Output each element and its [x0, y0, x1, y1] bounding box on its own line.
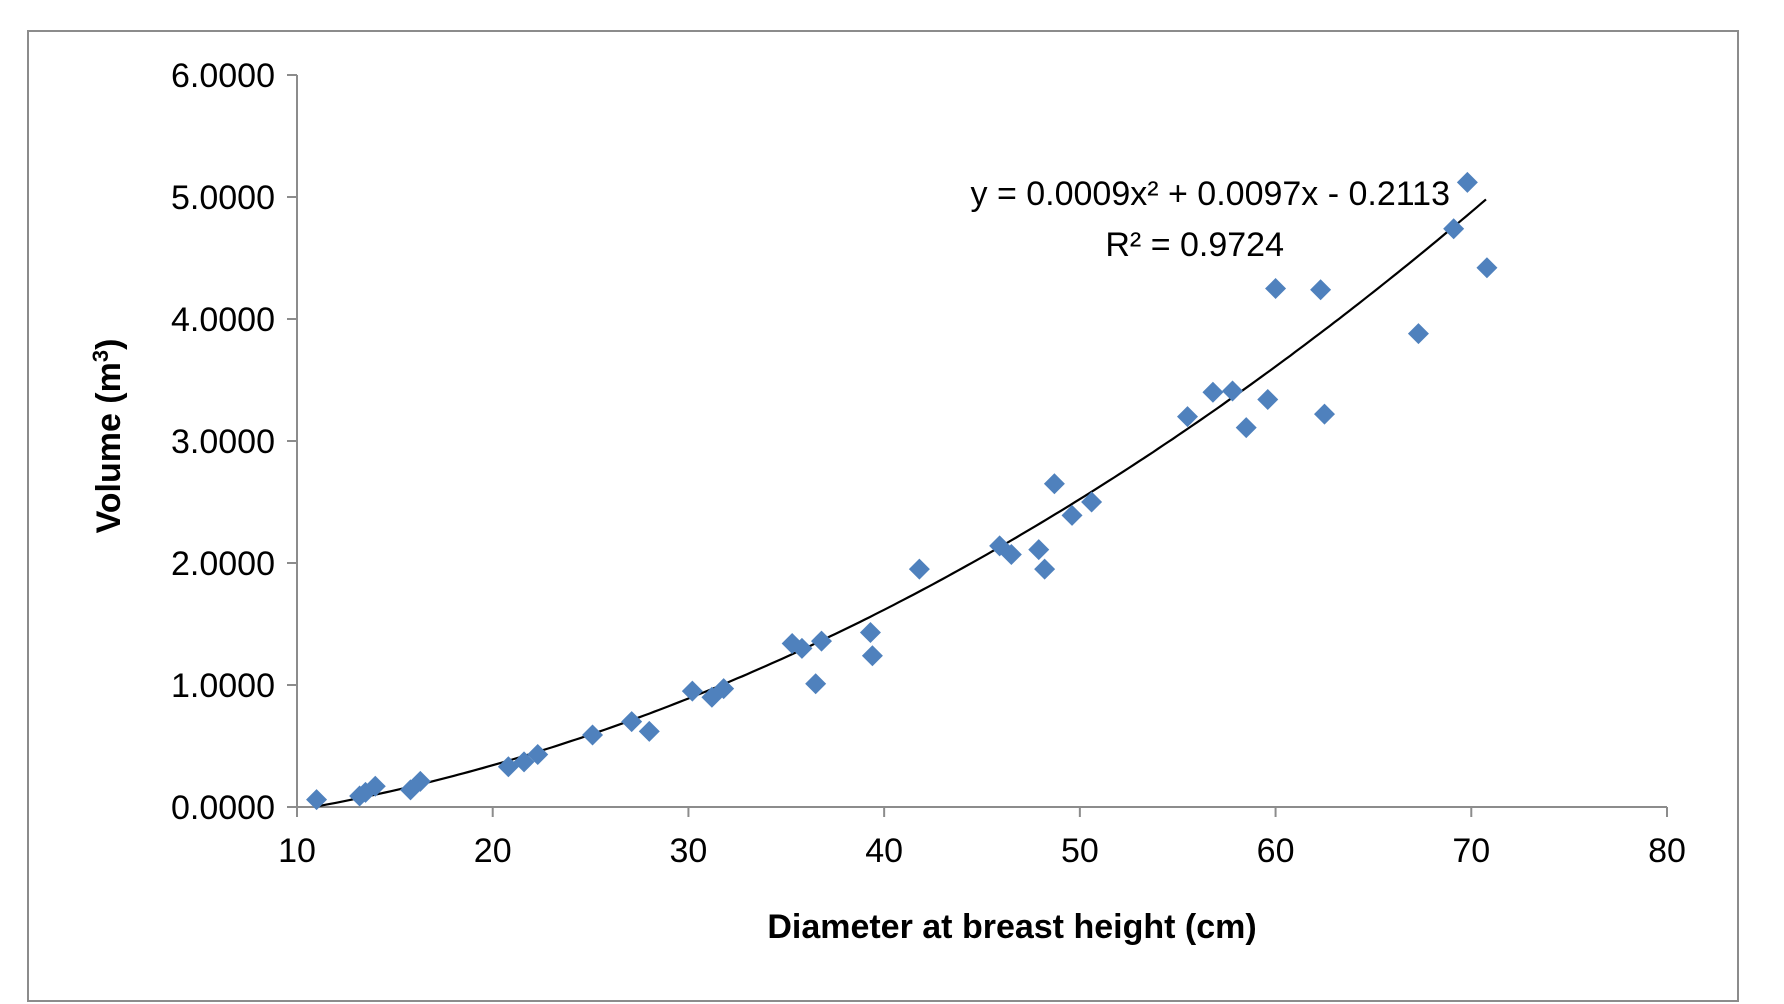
data-point — [513, 751, 535, 773]
data-point — [409, 770, 431, 792]
y-tick-label: 3.0000 — [171, 423, 275, 461]
x-tick-label: 20 — [474, 832, 512, 870]
x-tick-label: 60 — [1257, 832, 1295, 870]
data-point — [1456, 171, 1478, 193]
data-point — [497, 756, 519, 778]
x-axis-ticks: 10 20 30 40 50 60 70 80 — [278, 807, 1686, 870]
trendline — [316, 198, 1487, 808]
data-point — [1310, 279, 1332, 301]
data-point — [681, 680, 703, 702]
data-point — [638, 720, 660, 742]
data-point — [1028, 539, 1050, 561]
data-point — [1081, 491, 1103, 513]
trendline-equation: y = 0.0009x² + 0.0097x - 0.2113 — [971, 175, 1451, 213]
y-tick-label: 6.0000 — [171, 57, 275, 95]
data-point — [527, 744, 549, 766]
y-axis-title-main: Volume (m — [90, 362, 128, 533]
data-point — [811, 630, 833, 652]
y-tick-label: 4.0000 — [171, 301, 275, 339]
x-tick-label: 80 — [1648, 832, 1686, 870]
y-tick-label: 2.0000 — [171, 545, 275, 583]
data-point — [364, 775, 386, 797]
data-point — [859, 622, 881, 644]
data-point — [1061, 504, 1083, 526]
x-tick-label: 30 — [670, 832, 708, 870]
y-tick-label: 0.0000 — [171, 789, 275, 827]
data-point — [1235, 417, 1257, 439]
data-points — [306, 171, 1498, 811]
data-point — [1000, 543, 1022, 565]
data-point — [306, 789, 328, 811]
data-point — [1265, 278, 1287, 299]
y-axis-title: Volume (m3) — [88, 339, 128, 534]
y-tick-label: 1.0000 — [171, 667, 275, 705]
data-point — [1443, 218, 1465, 240]
data-point — [1407, 323, 1429, 345]
data-point — [1257, 389, 1279, 411]
data-point — [1034, 558, 1056, 580]
data-point — [1476, 257, 1498, 279]
data-point — [861, 645, 883, 667]
data-point — [1314, 403, 1335, 425]
data-point — [908, 558, 930, 580]
x-tick-label: 40 — [865, 832, 903, 870]
data-point — [791, 637, 813, 659]
data-point — [713, 678, 735, 700]
y-axis-title-close: ) — [90, 339, 128, 350]
y-axis-title-superscript: 3 — [88, 350, 113, 362]
trendline-r-squared: R² = 0.9724 — [1105, 226, 1284, 264]
data-point — [1222, 380, 1244, 402]
y-tick-label: 5.0000 — [171, 179, 275, 217]
data-point — [1177, 406, 1198, 428]
data-point — [582, 724, 604, 746]
x-tick-label: 50 — [1061, 832, 1099, 870]
data-point — [621, 711, 643, 733]
data-point — [1043, 473, 1065, 495]
x-tick-label: 70 — [1452, 832, 1490, 870]
x-tick-label: 10 — [278, 832, 316, 870]
data-point — [805, 673, 827, 695]
chart-frame — [27, 30, 1739, 1002]
x-axis-title: Diameter at breast height (cm) — [767, 908, 1256, 946]
y-axis-ticks: 0.0000 1.0000 2.0000 3.0000 4.0000 5.0000 6.00… — [171, 57, 297, 827]
data-point — [1202, 381, 1224, 403]
